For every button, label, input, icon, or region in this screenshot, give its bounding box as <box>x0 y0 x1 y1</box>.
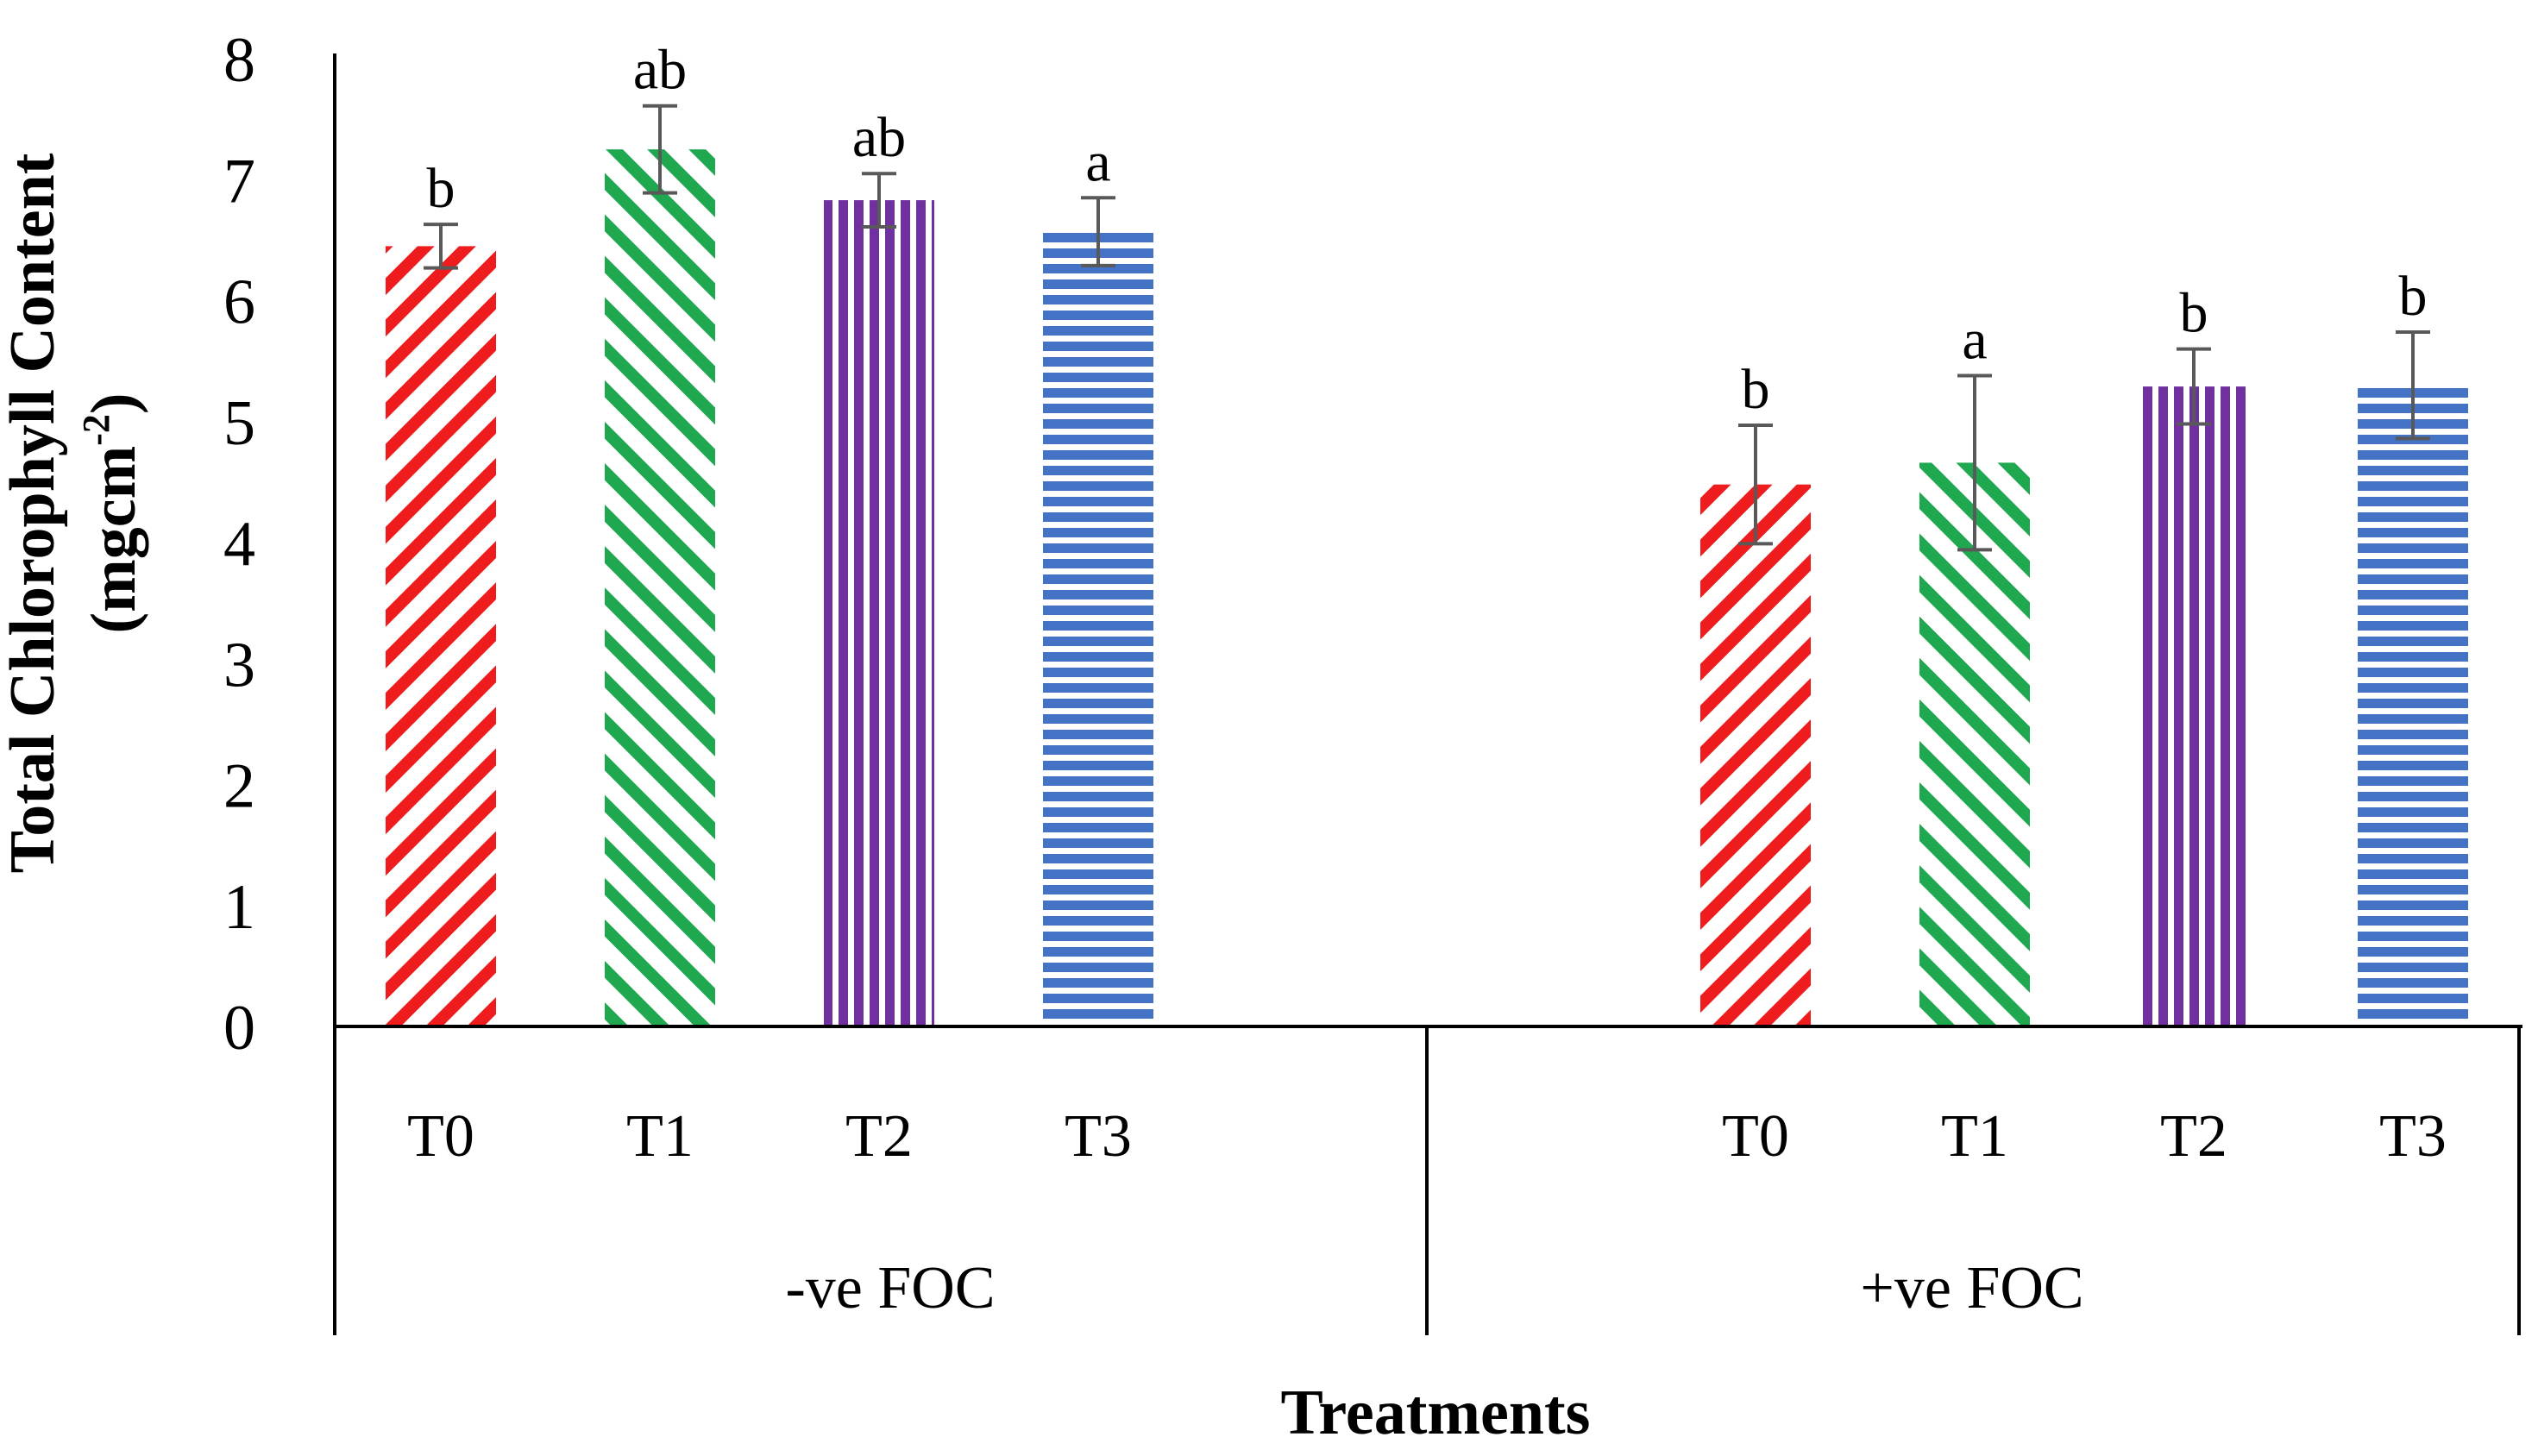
y-axis-title-line1: Total Chlorophyll Content <box>0 153 68 873</box>
category-label: T1 <box>1941 1103 2008 1170</box>
significance-letter: ab <box>633 39 687 102</box>
y-axis-title-line2: (mgcm-2) <box>75 392 149 633</box>
y-tick-label: 7 <box>223 146 255 217</box>
significance-letter: b <box>2399 265 2428 328</box>
y-tick-label: 4 <box>223 509 255 580</box>
x-axis-title: Treatments <box>1281 1378 1591 1448</box>
y-tick-labels: 0 1 2 3 4 5 6 7 8 <box>223 25 255 1064</box>
category-label: T0 <box>407 1103 474 1170</box>
bars <box>386 149 2468 1026</box>
category-labels: T0 T1 T2 T3 T0 T1 T2 T3 <box>407 1103 2447 1170</box>
bar-neg-foc-t2 <box>824 200 934 1026</box>
category-label: T2 <box>845 1103 913 1170</box>
bar-neg-foc-t0 <box>386 246 496 1026</box>
significance-letter: b <box>2180 282 2208 345</box>
group-label: +ve FOC <box>1860 1255 2083 1321</box>
bar-neg-foc-t3 <box>1043 231 1153 1026</box>
category-label: T3 <box>1065 1103 1132 1170</box>
y-axis-unit-end: ) <box>79 392 149 414</box>
bar-pos-foc-t1 <box>1919 462 2030 1026</box>
significance-letter: a <box>1085 130 1110 193</box>
y-tick-label: 5 <box>223 388 255 459</box>
y-tick-label: 2 <box>223 751 255 822</box>
bar-pos-foc-t0 <box>1700 484 1811 1026</box>
y-tick-label: 3 <box>223 630 255 700</box>
group-label: -ve FOC <box>785 1255 995 1321</box>
category-label: T1 <box>626 1103 694 1170</box>
significance-letter: a <box>1962 308 1987 371</box>
bar-pos-foc-t2 <box>2139 386 2249 1026</box>
y-axis-unit-base: (mgcm <box>79 446 149 634</box>
y-tick-label: 6 <box>223 267 255 338</box>
category-label: T2 <box>2160 1103 2227 1170</box>
y-axis-title: Total Chlorophyll Content (mgcm-2) <box>0 153 149 873</box>
y-tick-label: 0 <box>223 993 255 1064</box>
significance-letter: b <box>1742 358 1770 421</box>
significance-letter: ab <box>852 106 906 169</box>
category-label: T0 <box>1722 1103 1789 1170</box>
y-axis-unit-superscript: -2 <box>75 414 117 446</box>
y-tick-label: 8 <box>223 25 255 96</box>
y-tick-label: 1 <box>223 872 255 943</box>
error-bars <box>424 104 2430 552</box>
group-labels: -ve FOC +ve FOC <box>785 1255 2083 1321</box>
bar-neg-foc-t1 <box>605 149 715 1026</box>
category-label: T3 <box>2379 1103 2447 1170</box>
significance-letter: b <box>427 157 455 220</box>
bar-pos-foc-t3 <box>2358 385 2468 1026</box>
